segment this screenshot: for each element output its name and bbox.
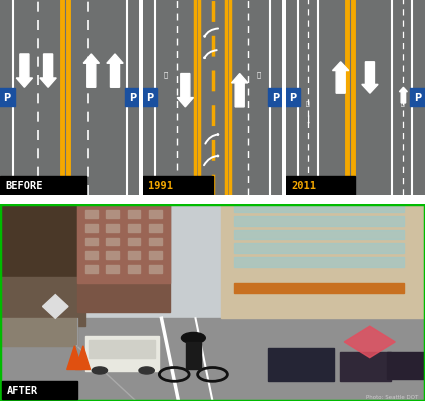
Circle shape bbox=[92, 367, 108, 374]
Bar bbox=[106, 252, 119, 259]
Bar bbox=[128, 238, 140, 246]
Bar bbox=[234, 230, 404, 240]
Bar bbox=[106, 224, 119, 232]
Bar bbox=[128, 224, 140, 232]
Bar bbox=[89, 340, 155, 358]
Bar bbox=[128, 265, 140, 273]
FancyArrow shape bbox=[177, 74, 193, 107]
Bar bbox=[85, 252, 98, 259]
Bar bbox=[268, 89, 283, 107]
Bar bbox=[149, 238, 162, 246]
Bar bbox=[76, 205, 170, 283]
Text: 1991: 1991 bbox=[148, 181, 173, 191]
Bar bbox=[387, 352, 425, 379]
Text: P: P bbox=[146, 93, 153, 103]
Bar bbox=[125, 89, 140, 107]
Bar bbox=[106, 265, 119, 273]
FancyArrow shape bbox=[16, 55, 33, 88]
Bar bbox=[411, 89, 425, 107]
Bar bbox=[149, 252, 162, 259]
Circle shape bbox=[139, 367, 154, 374]
Text: BEFORE: BEFORE bbox=[6, 181, 43, 191]
Bar bbox=[285, 89, 300, 107]
Bar bbox=[85, 224, 98, 232]
Text: AFTER: AFTER bbox=[6, 385, 38, 395]
Bar bbox=[0, 89, 14, 107]
Bar bbox=[85, 265, 98, 273]
Bar bbox=[0, 318, 76, 346]
Bar bbox=[149, 211, 162, 218]
Bar bbox=[340, 352, 391, 381]
FancyArrow shape bbox=[83, 55, 99, 88]
Text: ⛟: ⛟ bbox=[401, 101, 405, 107]
Bar bbox=[0, 205, 425, 326]
Text: ⛟: ⛟ bbox=[306, 101, 310, 107]
Bar bbox=[234, 216, 404, 226]
Bar bbox=[268, 348, 334, 381]
Bar bbox=[128, 252, 140, 259]
Polygon shape bbox=[344, 326, 395, 358]
Text: P: P bbox=[414, 93, 422, 103]
Bar bbox=[234, 203, 404, 213]
Bar bbox=[234, 244, 404, 254]
FancyArrow shape bbox=[40, 55, 56, 88]
Polygon shape bbox=[42, 295, 68, 318]
Bar bbox=[149, 224, 162, 232]
Bar bbox=[128, 211, 140, 218]
Bar bbox=[106, 211, 119, 218]
Text: P: P bbox=[272, 93, 279, 103]
Text: P: P bbox=[3, 93, 11, 103]
FancyArrow shape bbox=[107, 55, 123, 88]
FancyArrow shape bbox=[232, 74, 248, 107]
Bar bbox=[2, 381, 76, 399]
Bar bbox=[234, 283, 404, 293]
Bar bbox=[149, 265, 162, 273]
Bar bbox=[221, 205, 425, 318]
Polygon shape bbox=[75, 346, 91, 370]
Text: ⛟: ⛟ bbox=[257, 71, 261, 78]
Bar bbox=[0, 176, 86, 196]
Bar bbox=[234, 257, 404, 267]
Text: Photo: Seattle DOT: Photo: Seattle DOT bbox=[366, 394, 419, 399]
FancyArrow shape bbox=[332, 63, 349, 94]
Circle shape bbox=[181, 332, 205, 344]
FancyArrow shape bbox=[400, 88, 408, 104]
Bar bbox=[76, 205, 170, 313]
Bar bbox=[0, 205, 85, 283]
Text: P: P bbox=[289, 93, 296, 103]
Bar bbox=[85, 211, 98, 218]
Bar bbox=[142, 89, 157, 107]
Bar bbox=[0, 318, 425, 401]
Bar bbox=[0, 277, 85, 326]
Bar bbox=[186, 342, 201, 370]
Bar bbox=[85, 336, 159, 371]
Polygon shape bbox=[67, 346, 82, 370]
Bar bbox=[286, 176, 355, 196]
Text: ⛟: ⛟ bbox=[164, 71, 168, 78]
FancyArrow shape bbox=[362, 63, 378, 94]
Text: 2011: 2011 bbox=[291, 181, 316, 191]
Text: P: P bbox=[129, 93, 136, 103]
Bar bbox=[106, 238, 119, 246]
Bar bbox=[143, 176, 212, 196]
Bar bbox=[85, 238, 98, 246]
